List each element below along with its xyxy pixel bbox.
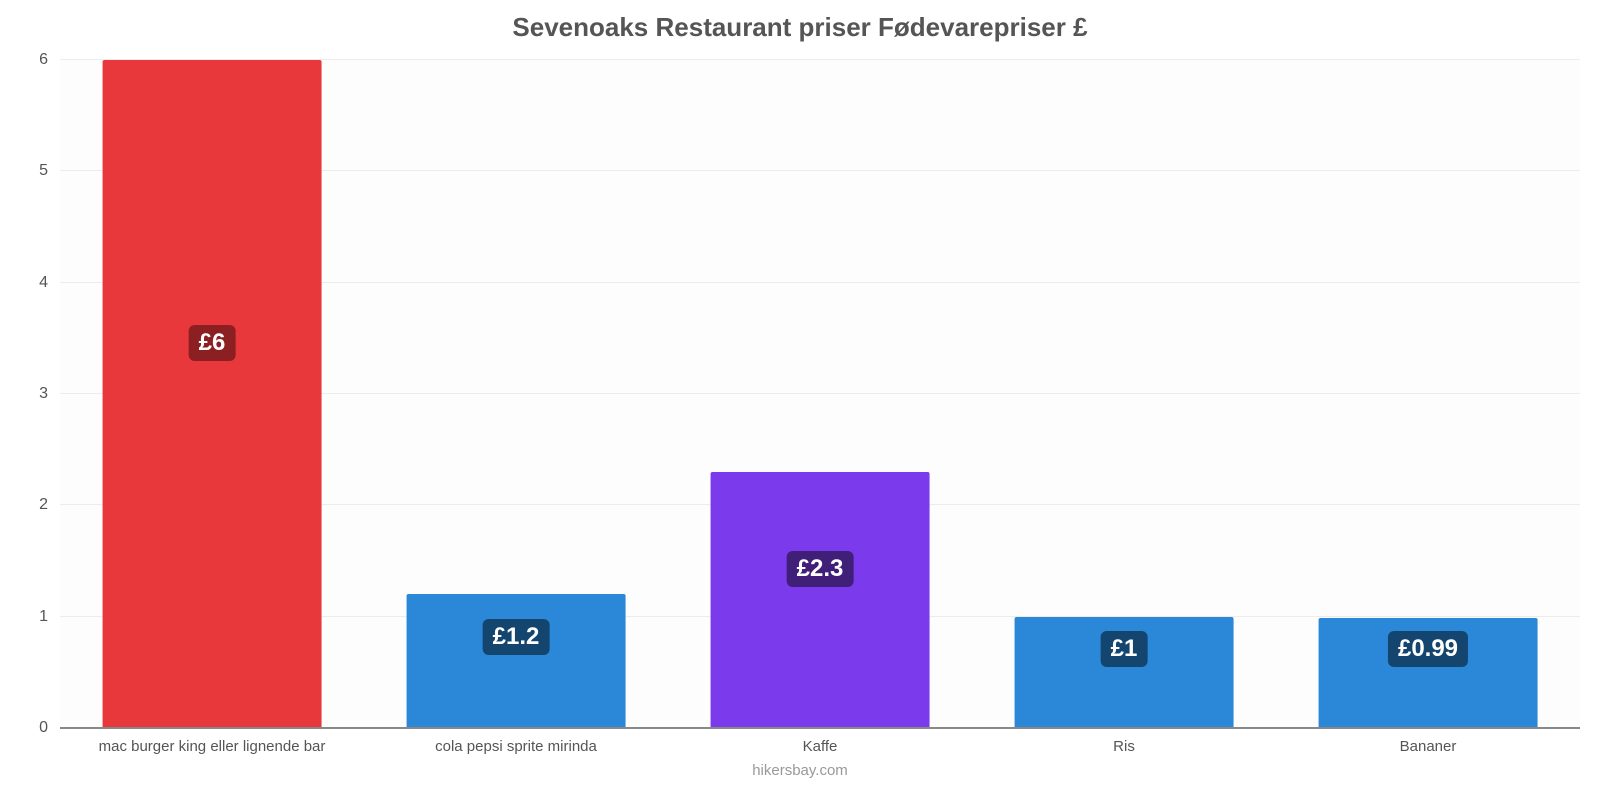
- y-tick-label: 5: [39, 162, 60, 180]
- value-badge: £1.2: [483, 619, 550, 655]
- bar: [711, 472, 930, 728]
- bar-slot: £0.99Bananer: [1276, 60, 1580, 728]
- y-tick-label: 0: [39, 719, 60, 737]
- x-axis-label: Ris: [1113, 728, 1135, 755]
- bar-slot: £1Ris: [972, 60, 1276, 728]
- bar-slot: £2.3Kaffe: [668, 60, 972, 728]
- value-badge: £2.3: [787, 551, 854, 587]
- y-tick-label: 2: [39, 496, 60, 514]
- value-badge: £6: [189, 325, 236, 361]
- y-tick-label: 6: [39, 51, 60, 69]
- bar-slot: £6mac burger king eller lignende bar: [60, 60, 364, 728]
- price-chart: Sevenoaks Restaurant priser Fødevarepris…: [0, 0, 1600, 800]
- y-tick-label: 3: [39, 385, 60, 403]
- bars-container: £6mac burger king eller lignende bar£1.2…: [60, 60, 1580, 728]
- x-axis-baseline: [60, 727, 1580, 729]
- y-tick-label: 4: [39, 274, 60, 292]
- y-tick-label: 1: [39, 608, 60, 626]
- x-axis-label: Bananer: [1400, 728, 1457, 755]
- chart-title: Sevenoaks Restaurant priser Fødevarepris…: [0, 0, 1600, 43]
- value-badge: £0.99: [1388, 631, 1468, 667]
- bar: [103, 60, 322, 728]
- bar: [407, 594, 626, 728]
- value-badge: £1: [1101, 631, 1148, 667]
- x-axis-label: mac burger king eller lignende bar: [99, 728, 326, 755]
- chart-footer: hikersbay.com: [0, 762, 1600, 779]
- x-axis-label: Kaffe: [803, 728, 838, 755]
- x-axis-label: cola pepsi sprite mirinda: [435, 728, 597, 755]
- bar-slot: £1.2cola pepsi sprite mirinda: [364, 60, 668, 728]
- plot-area: 0123456 £6mac burger king eller lignende…: [60, 60, 1580, 728]
